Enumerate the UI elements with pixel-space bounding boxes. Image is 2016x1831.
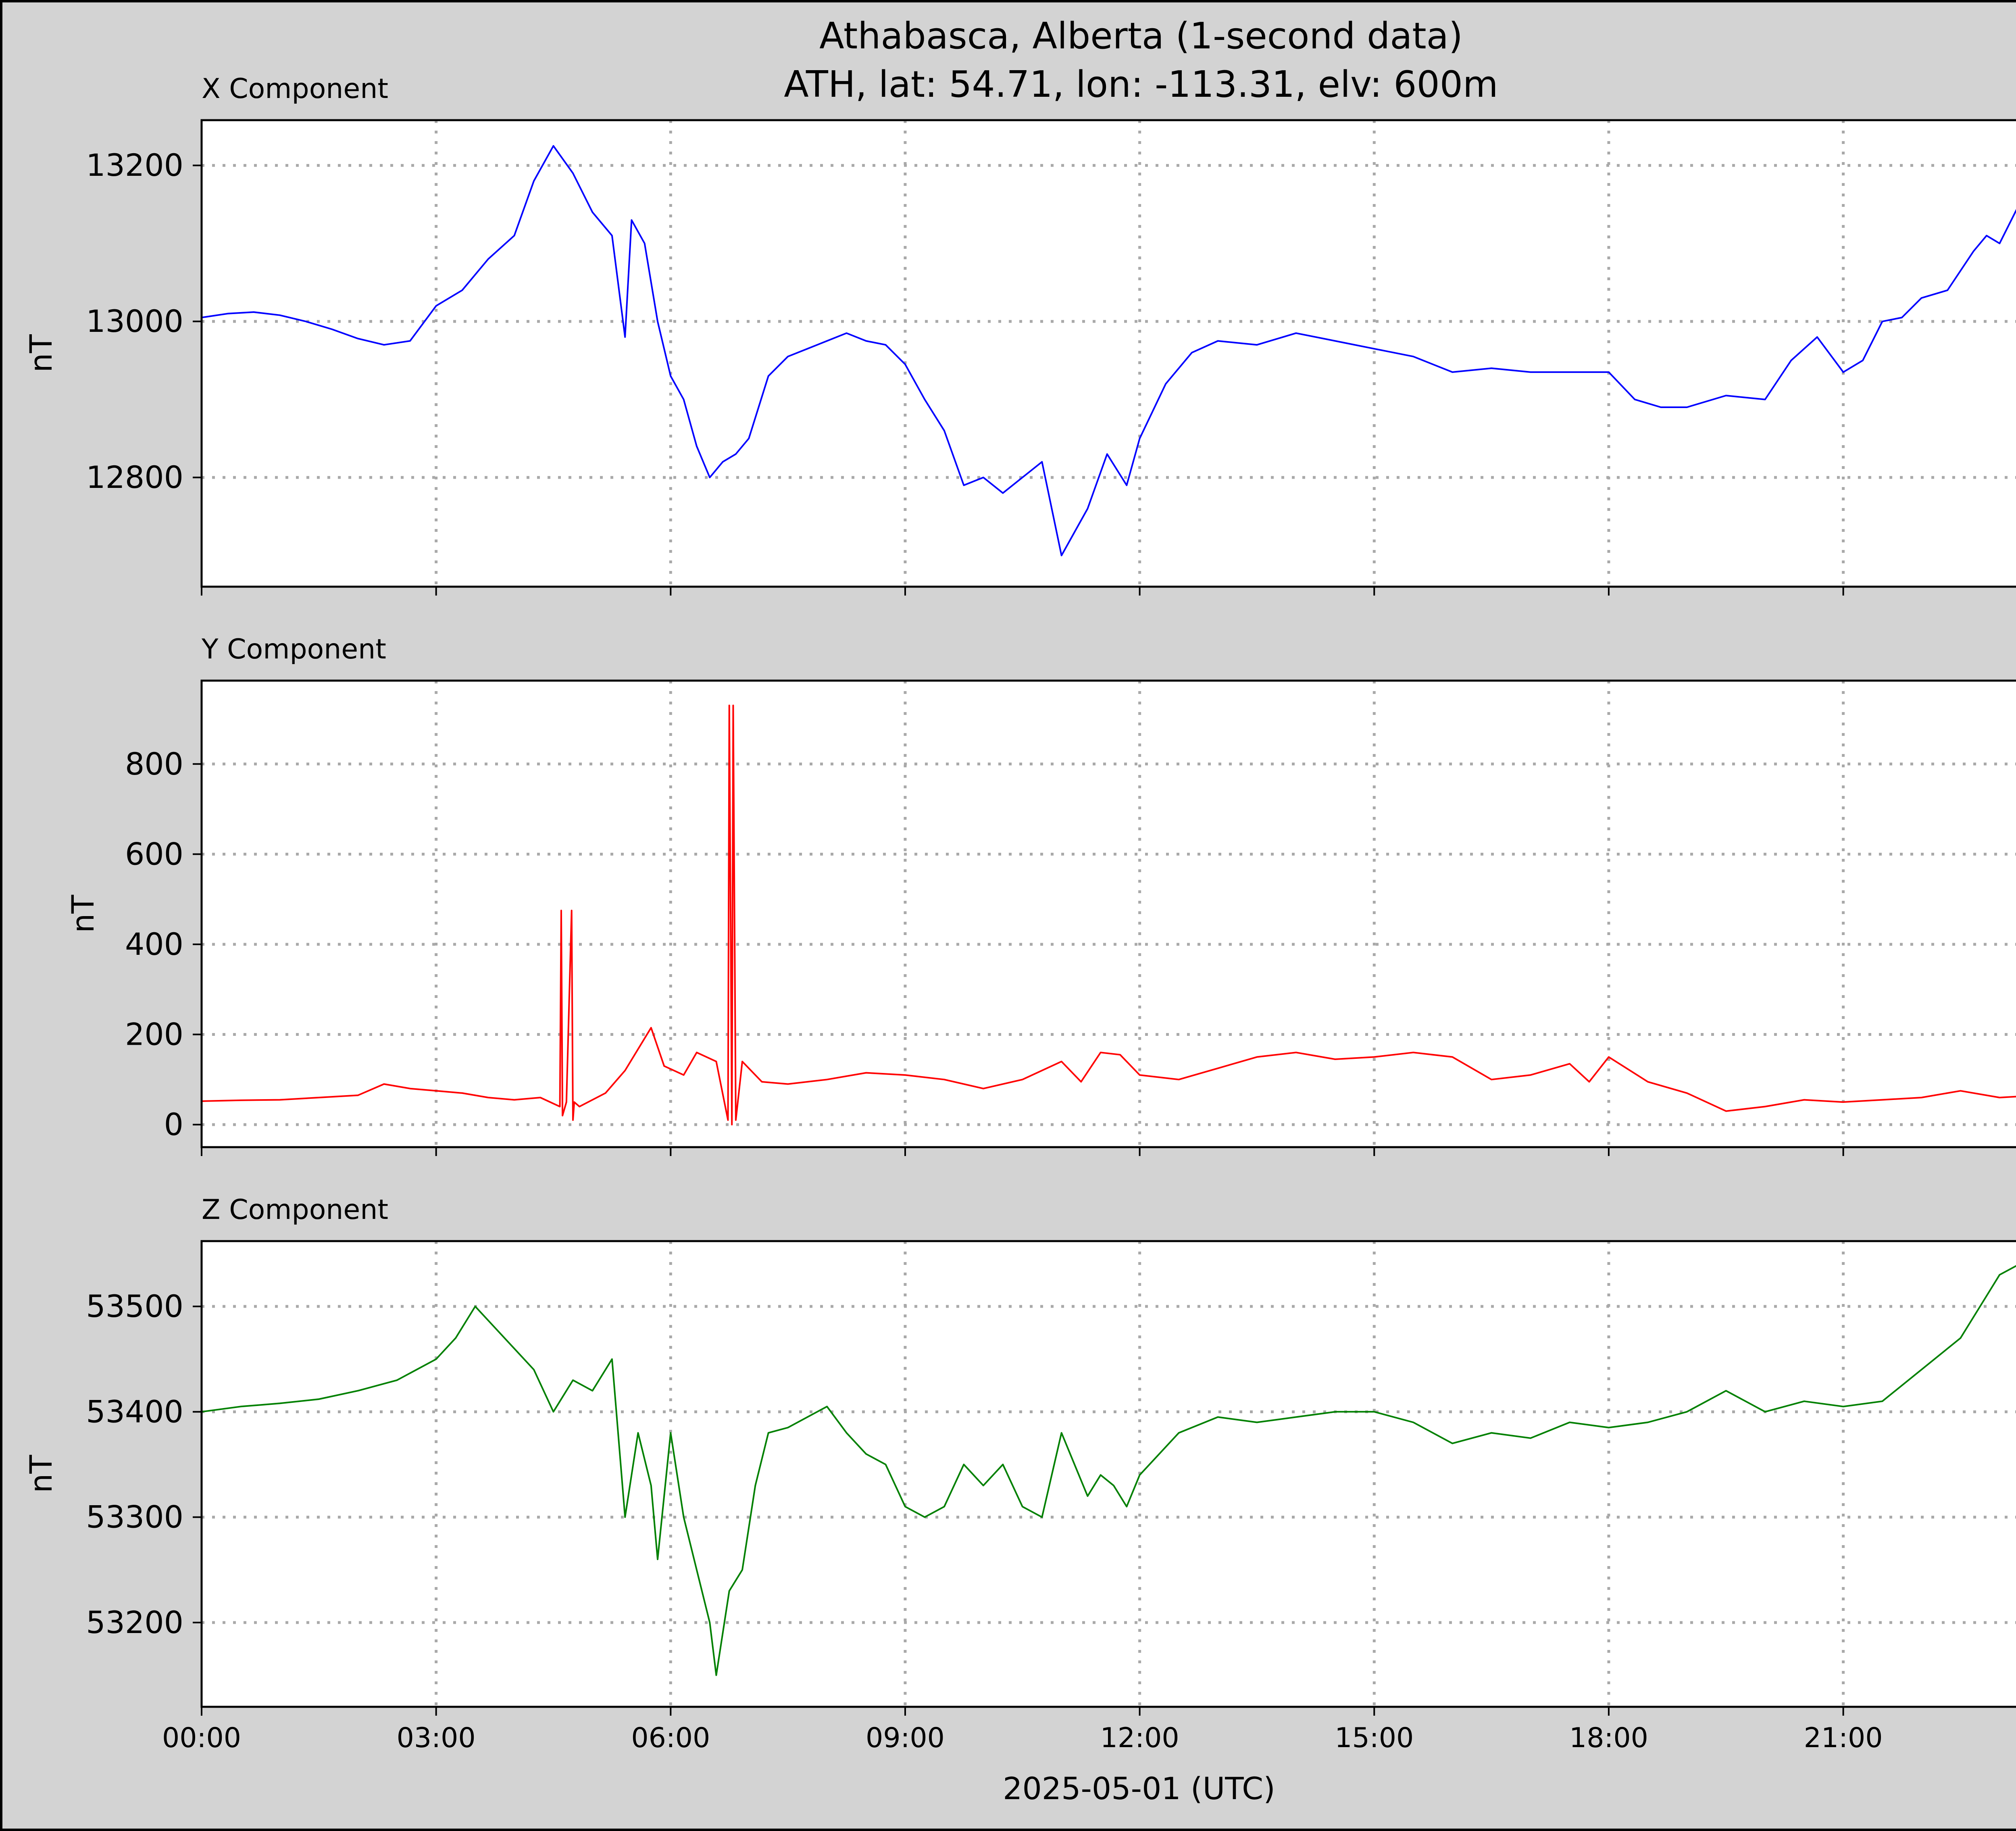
- x-tick-label: 03:00: [397, 1722, 476, 1754]
- panels: 12800 13000 13200 X Component nT 0 200 400 600 80…: [23, 73, 2016, 1754]
- figure-title-line2: ATH, lat: 54.71, lon: -113.31, elv: 600m: [784, 63, 1498, 106]
- y-tick-label: 0: [164, 1106, 183, 1142]
- y-axis-label: nT: [65, 895, 101, 933]
- x-tick-label: 06:00: [631, 1722, 710, 1754]
- plot-area: [202, 681, 2016, 1147]
- y-tick-label: 200: [125, 1017, 183, 1052]
- plot-area: [202, 120, 2016, 587]
- series-line: [201, 145, 2016, 556]
- y-axis-label: nT: [23, 1455, 59, 1493]
- panel-title: Z Component: [202, 1194, 388, 1226]
- x-tick-label: 12:00: [1100, 1722, 1179, 1754]
- y-tick-label: 53300: [86, 1499, 183, 1535]
- plot-frame: [200, 119, 2016, 588]
- y-tick-label: 600: [125, 836, 183, 872]
- panel-title: X Component: [202, 73, 388, 105]
- plot-area: [202, 1241, 2016, 1707]
- x-tick-label: 00:00: [162, 1722, 241, 1754]
- x-axis-label: 2025-05-01 (UTC): [1003, 1771, 1275, 1806]
- y-tick-label: 53400: [86, 1394, 183, 1429]
- panel-title: Y Component: [201, 633, 386, 665]
- y-tick-label: 13000: [86, 303, 183, 339]
- y-tick-label: 53500: [86, 1288, 183, 1324]
- panel-2: 0 200 400 600 800 Y Component nT: [65, 633, 2016, 1156]
- y-tick-label: 53200: [86, 1604, 183, 1640]
- x-tick-label: 15:00: [1335, 1722, 1414, 1754]
- y-tick-label: 800: [125, 746, 183, 782]
- x-tick-label: 09:00: [866, 1722, 945, 1754]
- plot-frame: [200, 679, 2016, 1148]
- x-tick-label: 21:00: [1804, 1722, 1883, 1754]
- series-line: [201, 704, 2016, 1126]
- y-axis-label: nT: [23, 334, 59, 373]
- series-line: [201, 1265, 2016, 1676]
- panel-3: 00:00 03:00 06:00 09:00 12:00 15:00 18:00 21:00…: [23, 1194, 2016, 1754]
- figure-title-line1: Athabasca, Alberta (1-second data): [819, 15, 1463, 57]
- y-tick-label: 12800: [86, 459, 183, 495]
- plot-frame: [200, 1240, 2016, 1708]
- x-tick-label: 18:00: [1569, 1722, 1648, 1754]
- y-tick-label: 13200: [86, 147, 183, 183]
- y-tick-label: 400: [125, 926, 183, 962]
- panel-1: 12800 13000 13200 X Component nT: [23, 73, 2016, 596]
